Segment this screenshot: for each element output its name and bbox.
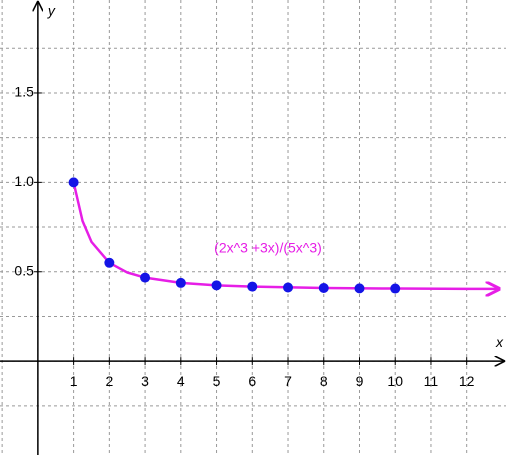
y-tick-label: 1.5 [14, 84, 34, 100]
data-point [104, 257, 115, 268]
x-tick-label: 10 [387, 373, 403, 389]
x-axis-label: x [495, 334, 504, 350]
x-tick-label: 3 [141, 373, 149, 389]
data-point [390, 283, 401, 294]
function-curve [72, 182, 499, 289]
x-tick-label: 12 [459, 373, 475, 389]
x-tick-label: 2 [105, 373, 113, 389]
x-tick-label: 11 [424, 373, 439, 389]
x-tick-label: 5 [213, 373, 221, 389]
x-tick-label: 7 [284, 373, 292, 389]
data-point [283, 282, 294, 293]
y-tick-label: 1.0 [14, 173, 34, 189]
x-tick-label: 8 [320, 373, 328, 389]
data-point [68, 177, 79, 188]
annotation: (2x^3 +3x)/(5x^3) [214, 240, 322, 256]
x-tick-label: 6 [248, 373, 256, 389]
plot: (2x^3 +3x)/(5x^3) [68, 177, 499, 294]
data-point [247, 281, 258, 292]
x-tick-label: 4 [177, 373, 185, 389]
y-tick-label: 0.5 [14, 262, 34, 278]
data-point [140, 272, 151, 283]
data-point [211, 280, 222, 291]
data-point [318, 283, 329, 294]
y-axis-label: y [47, 3, 56, 19]
x-tick-label: 9 [356, 373, 364, 389]
data-point [354, 283, 365, 294]
x-tick-label: 1 [70, 373, 78, 389]
data-point [175, 277, 186, 288]
